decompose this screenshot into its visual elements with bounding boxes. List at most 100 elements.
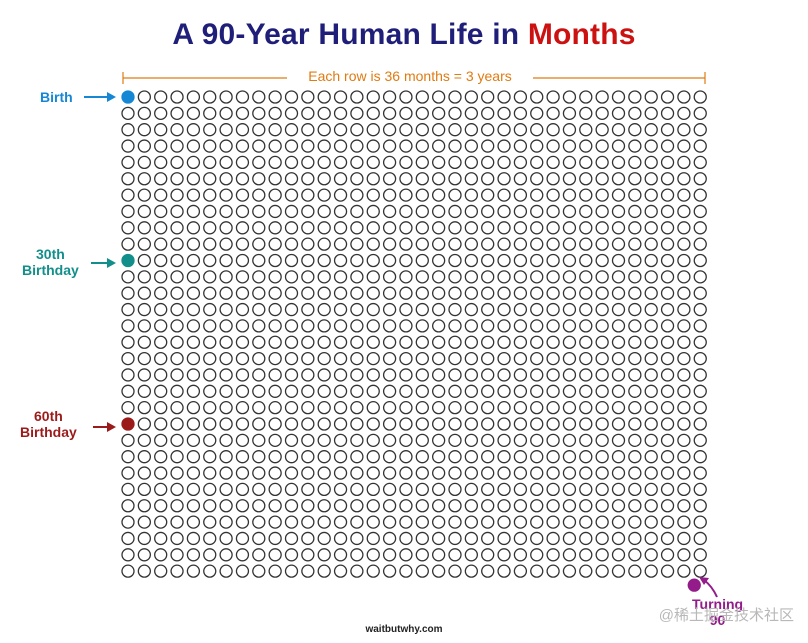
month-circle <box>546 270 560 284</box>
month-circle <box>203 286 217 300</box>
month-circle <box>513 106 528 120</box>
month-circle <box>284 155 299 170</box>
month-circle <box>415 482 429 497</box>
month-circle <box>301 221 315 235</box>
month-circle <box>170 302 184 317</box>
month-circle <box>693 270 707 284</box>
month-circle <box>366 319 380 333</box>
month-circle <box>464 400 479 415</box>
month-circle <box>203 106 217 120</box>
month-circle <box>268 237 282 251</box>
month-circle <box>301 548 315 562</box>
month-circle <box>301 319 315 333</box>
month-circle <box>382 531 397 546</box>
month-circle <box>154 106 168 120</box>
month-circle <box>644 515 658 529</box>
month-circle <box>252 351 266 366</box>
month-circle <box>513 466 528 480</box>
month-circle <box>677 155 691 170</box>
month-circle <box>677 139 691 153</box>
month-circle <box>677 106 691 120</box>
month-circle <box>546 433 560 448</box>
month-circle <box>415 270 429 284</box>
month-circle <box>399 253 413 268</box>
month-circle <box>677 548 691 562</box>
month-circle <box>481 286 495 300</box>
month-circle <box>170 319 184 333</box>
month-circle <box>595 433 609 448</box>
month-circle <box>186 466 201 480</box>
month-circle <box>382 139 397 153</box>
month-circle <box>170 384 184 398</box>
month-circle <box>366 221 380 235</box>
month-circle <box>628 237 642 251</box>
month-circle <box>497 172 511 186</box>
month-circle <box>431 139 446 153</box>
month-circle <box>235 172 250 186</box>
month-circle <box>562 450 577 464</box>
month-circle <box>399 319 413 333</box>
month-circle <box>448 319 462 333</box>
month-circle <box>170 286 184 300</box>
month-circle <box>628 335 642 349</box>
month-circle <box>268 400 282 415</box>
month-circle <box>481 515 495 529</box>
month-circle <box>219 123 233 137</box>
month-circle <box>644 482 658 497</box>
month-circle <box>186 319 201 333</box>
month-circle <box>644 302 658 317</box>
month-circle <box>530 400 544 415</box>
month-circle <box>481 172 495 186</box>
month-circle <box>497 548 511 562</box>
month-circle <box>677 123 691 137</box>
month-circle <box>350 384 364 398</box>
month-circle <box>203 204 217 219</box>
month-circle <box>301 531 315 546</box>
title-prefix: A 90-Year Human Life in <box>172 18 528 51</box>
month-circle <box>284 531 299 546</box>
month-circle <box>137 319 152 333</box>
month-circle <box>186 368 201 382</box>
month-circle <box>284 335 299 349</box>
month-circle <box>513 155 528 170</box>
month-circle <box>448 466 462 480</box>
month-circle <box>513 335 528 349</box>
month-circle <box>546 531 560 546</box>
month-circle <box>137 139 152 153</box>
month-circle <box>137 351 152 366</box>
month-circle <box>350 515 364 529</box>
month-circle <box>203 548 217 562</box>
month-circle <box>530 319 544 333</box>
month-circle <box>644 237 658 251</box>
month-circle <box>660 450 675 464</box>
month-circle <box>235 188 250 202</box>
month-circle <box>252 123 266 137</box>
month-circle <box>317 172 331 186</box>
month-circle <box>595 188 609 202</box>
month-circle <box>284 139 299 153</box>
month-circle <box>235 90 250 104</box>
month-circle <box>382 90 397 104</box>
month-circle <box>595 400 609 415</box>
month-circle <box>660 237 675 251</box>
month-circle <box>611 155 626 170</box>
month-circle <box>268 90 282 104</box>
month-circle <box>513 221 528 235</box>
month-circle <box>530 172 544 186</box>
month-circle <box>562 548 577 562</box>
month-circle <box>644 172 658 186</box>
month-circle <box>546 188 560 202</box>
month-circle <box>121 237 135 251</box>
month-circle <box>137 417 152 431</box>
month-circle <box>415 564 429 578</box>
month-circle <box>628 417 642 431</box>
month-circle <box>301 433 315 448</box>
month-circle <box>546 548 560 562</box>
month-circle <box>284 384 299 398</box>
month-circle <box>546 286 560 300</box>
month-circle <box>415 188 429 202</box>
month-circle <box>333 123 348 137</box>
month-circle <box>252 319 266 333</box>
ninety-label-line1: Turning <box>692 596 744 612</box>
month-circle <box>464 417 479 431</box>
